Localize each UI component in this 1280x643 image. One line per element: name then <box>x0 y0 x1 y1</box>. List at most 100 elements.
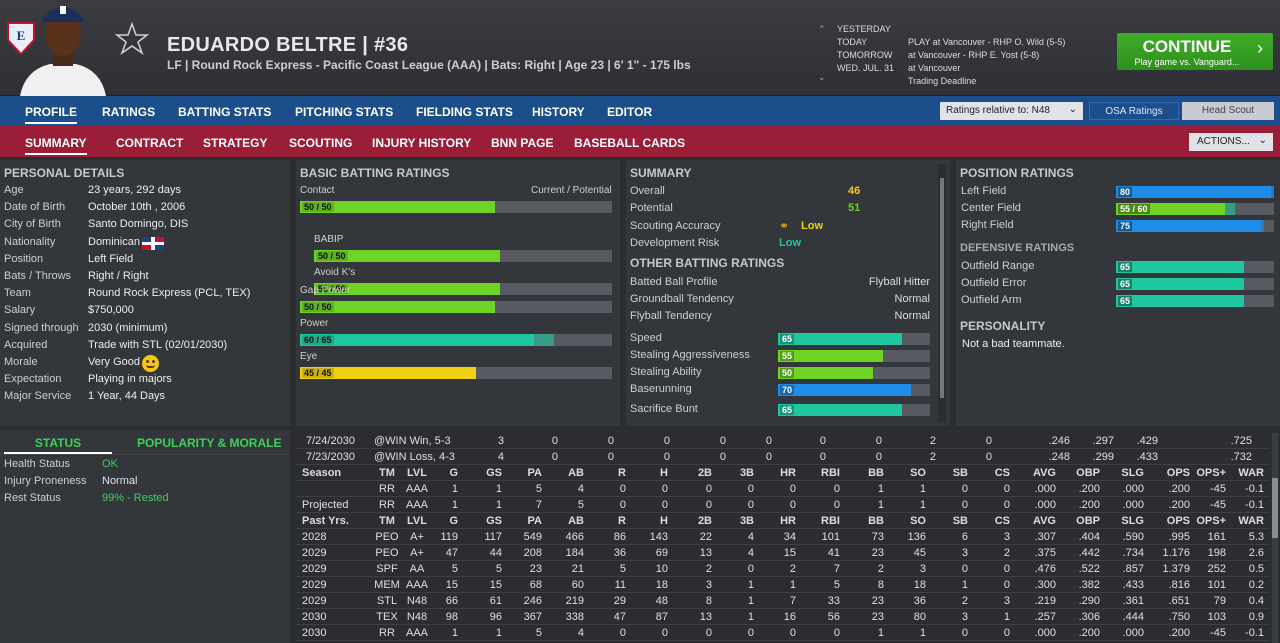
table-cell: .297 <box>1092 435 1114 447</box>
continue-button[interactable]: CONTINUE Play game vs. Vanguard... › <box>1117 33 1273 70</box>
table-cell: 2030 <box>302 611 327 623</box>
tab-scouting[interactable]: SCOUTING <box>289 136 353 150</box>
rating-label: Stealing Ability <box>630 366 702 378</box>
table-cell: PA <box>527 467 542 479</box>
table-cell: .816 <box>1168 579 1190 591</box>
table-cell: OPS+ <box>1196 467 1226 479</box>
tab-contract[interactable]: CONTRACT <box>116 136 184 150</box>
table-cell: 15 <box>489 579 502 591</box>
table-cell: 7 <box>833 563 840 575</box>
table-cell: Projected <box>302 499 349 511</box>
table-cell: 0.2 <box>1248 579 1264 591</box>
head-scout-toggle[interactable]: Head Scout <box>1182 102 1274 120</box>
tab-bnn-page[interactable]: BNN PAGE <box>491 136 554 150</box>
table-cell: BB <box>868 467 884 479</box>
detail-label: Date of Birth <box>4 201 66 214</box>
ratings-relative-select[interactable]: Ratings relative to: N48 ⌄ <box>940 102 1083 120</box>
table-cell: .000 <box>1122 627 1144 639</box>
tab-baseball-cards[interactable]: BASEBALL CARDS <box>574 136 686 150</box>
table-cell: 3 <box>1003 595 1010 607</box>
table-cell: 117 <box>484 531 502 543</box>
rating-value: 55 / 60 <box>1118 204 1150 214</box>
table-cell: .290 <box>1078 595 1100 607</box>
tab-summary[interactable]: SUMMARY <box>25 136 87 155</box>
table-cell: PA <box>527 515 542 527</box>
table-cell: 5 <box>577 499 584 511</box>
table-cell: .734 <box>1122 547 1144 559</box>
tab-editor[interactable]: EDITOR <box>607 105 653 119</box>
table-cell: 1 <box>451 627 458 639</box>
table-cell: 33 <box>827 595 840 607</box>
stats-scroll-thumb[interactable] <box>1272 478 1278 538</box>
chevron-up-icon[interactable]: ⌃ <box>818 24 826 34</box>
table-cell: 184 <box>565 547 584 559</box>
table-cell: 21 <box>571 563 584 575</box>
table-cell: CS <box>994 515 1010 527</box>
table-cell: 45 <box>913 547 926 559</box>
table-cell: H <box>660 515 668 527</box>
stats-table: 7/24/2030 @WIN Win, 5-3 3 0 0 0 0 0 0 0 2 0.246.297… <box>296 433 1270 643</box>
tab-profile[interactable]: PROFILE <box>25 105 78 124</box>
panel-title: PERSONALITY <box>960 319 1046 333</box>
table-row: Season TM LVL G GS PA AB R H 2B 3B HR RBI BB SO SB CS AVG… <box>296 465 1270 481</box>
table-cell: 2B <box>697 515 712 527</box>
table-cell: 73 <box>871 531 884 543</box>
tab-popularity-morale[interactable]: POPULARITY & MORALE <box>137 436 282 450</box>
star-icon[interactable] <box>115 22 149 56</box>
table-cell: 2 <box>1003 547 1010 559</box>
tab-batting-stats[interactable]: BATTING STATS <box>178 105 272 119</box>
table-cell: 1 <box>877 499 884 511</box>
table-cell: HR <box>780 467 796 479</box>
tab-ratings[interactable]: RATINGS <box>102 105 156 119</box>
table-cell: 68 <box>529 579 542 591</box>
rating-bar: 55 <box>778 350 930 362</box>
table-cell: 66 <box>445 595 458 607</box>
tab-injury-history[interactable]: INJURY HISTORY <box>372 136 472 150</box>
tab-pitching-stats[interactable]: PITCHING STATS <box>295 105 394 119</box>
stats-scrollbar[interactable] <box>1272 433 1278 643</box>
tab-history[interactable]: HISTORY <box>532 105 585 119</box>
table-cell: @WIN Loss, 4-3 <box>374 451 455 463</box>
tab-strategy[interactable]: STRATEGY <box>203 136 268 150</box>
table-cell: 10 <box>655 563 668 575</box>
osa-ratings-toggle[interactable]: OSA Ratings <box>1089 102 1179 120</box>
status-value: OK <box>102 458 118 470</box>
actions-dropdown[interactable]: ACTIONS... ⌄ <box>1189 133 1273 151</box>
table-cell: 2 <box>789 563 796 575</box>
table-cell: 101 <box>821 531 840 543</box>
table-cell: .000 <box>1122 499 1144 511</box>
table-cell: 0 <box>747 627 754 639</box>
table-cell: 0 <box>705 483 712 495</box>
table-cell: A+ <box>410 531 424 543</box>
table-cell: 69 <box>655 547 668 559</box>
rating-value: 65 <box>780 405 795 415</box>
rating-value: 50 / 50 <box>316 251 348 261</box>
tab-fielding-stats[interactable]: FIELDING STATS <box>416 105 513 119</box>
table-cell: 5 <box>535 483 542 495</box>
table-cell: SLG <box>1121 467 1144 479</box>
summary-scrollbar[interactable] <box>938 164 946 422</box>
team-logo-icon: E <box>7 22 35 54</box>
panel-title: SUMMARY <box>630 166 692 180</box>
tab-status[interactable]: STATUS <box>4 436 112 454</box>
table-cell: 0.5 <box>1248 563 1264 575</box>
table-cell: PEO <box>375 547 399 559</box>
detail-label: Morale <box>4 356 38 368</box>
table-cell: 3B <box>739 515 754 527</box>
rating-bar: 50 / 50 <box>300 301 612 313</box>
table-cell: @WIN Win, 5-3 <box>374 435 451 447</box>
table-cell: 29 <box>613 595 626 607</box>
status-panel: STATUS POPULARITY & MORALE <box>0 430 290 643</box>
table-cell: Past Yrs. <box>302 515 349 527</box>
table-cell: 86 <box>613 531 626 543</box>
table-cell: AAA <box>405 627 428 639</box>
table-cell: 0 <box>663 435 670 447</box>
chevron-down-icon[interactable]: ⌄ <box>818 72 826 82</box>
table-cell: 0 <box>551 435 558 447</box>
table-cell: .857 <box>1122 563 1144 575</box>
table-cell: LVL <box>407 515 427 527</box>
table-cell: .361 <box>1122 595 1144 607</box>
rating-label: Stealing Aggressiveness <box>630 349 750 361</box>
table-cell: .433 <box>1136 451 1158 463</box>
table-cell: 219 <box>565 595 584 607</box>
